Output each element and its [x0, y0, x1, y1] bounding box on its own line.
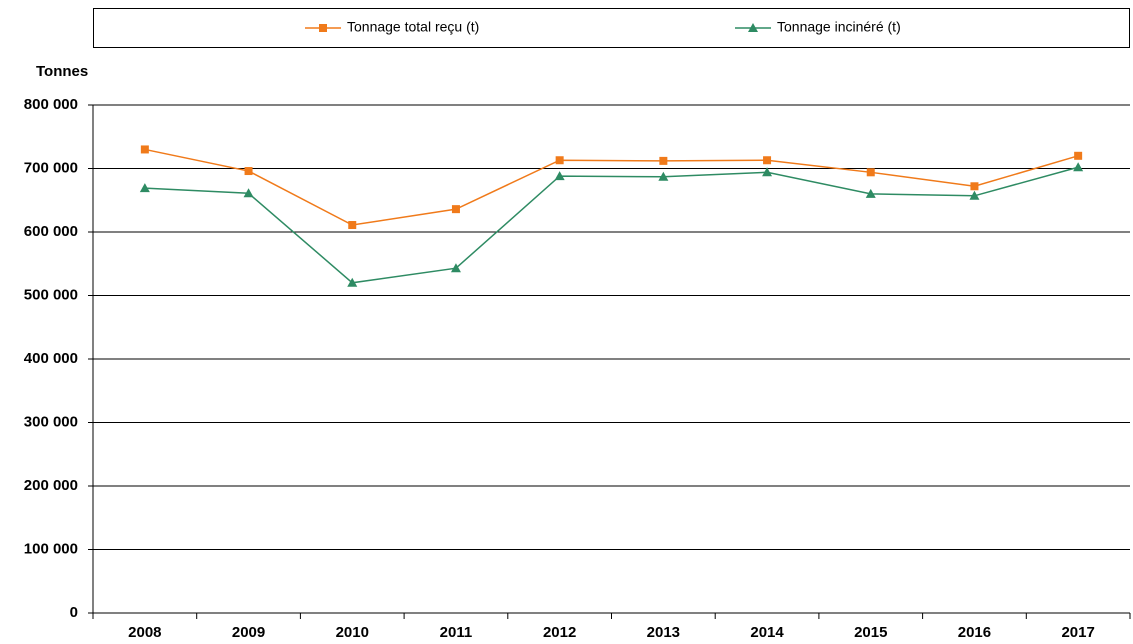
data-point [1073, 162, 1084, 172]
x-tick-label: 2009 [232, 624, 265, 641]
data-point [865, 188, 876, 198]
y-tick-label: 500 000 [24, 286, 78, 303]
x-tick-label: 2017 [1061, 624, 1094, 641]
y-axis-title: Tonnes [36, 63, 88, 80]
data-point [658, 171, 669, 181]
data-point [659, 156, 668, 165]
x-tick-label: 2016 [958, 624, 991, 641]
x-tick-label: 2014 [750, 624, 784, 641]
y-tick-label: 700 000 [24, 159, 78, 176]
x-tick-label: 2008 [128, 624, 161, 641]
legend-marker [748, 23, 758, 32]
legend-label: Tonnage total reçu (t) [347, 19, 479, 35]
series-line [144, 148, 1079, 226]
data-point [140, 145, 149, 154]
data-point [139, 183, 150, 193]
y-tick-label: 100 000 [24, 540, 78, 557]
data-point [347, 277, 358, 287]
y-tick-label: 300 000 [24, 413, 78, 430]
y-tick-label: 800 000 [24, 96, 78, 113]
data-point [451, 205, 460, 214]
data-point [763, 156, 772, 165]
x-tick-label: 2011 [440, 624, 473, 641]
data-point [1074, 151, 1083, 160]
x-tick-label: 2010 [336, 624, 369, 641]
data-point [555, 156, 564, 165]
y-tick-label: 0 [70, 604, 78, 621]
data-point [243, 188, 254, 198]
series-line [144, 166, 1079, 284]
data-point [762, 167, 773, 177]
data-point [450, 263, 461, 273]
y-tick-label: 400 000 [24, 350, 78, 367]
data-point [244, 167, 253, 176]
x-tick-label: 2013 [647, 624, 680, 641]
legend-label: Tonnage incinéré (t) [777, 19, 901, 35]
y-tick-label: 600 000 [24, 223, 78, 240]
data-point [970, 182, 979, 191]
legend-marker [319, 24, 327, 32]
data-point [969, 190, 980, 200]
data-point [348, 221, 357, 230]
y-tick-label: 200 000 [24, 477, 78, 494]
x-tick-label: 2012 [543, 624, 576, 641]
data-point [554, 171, 565, 181]
x-tick-label: 2015 [854, 624, 887, 641]
legend-box [93, 8, 1130, 48]
data-point [866, 168, 875, 177]
